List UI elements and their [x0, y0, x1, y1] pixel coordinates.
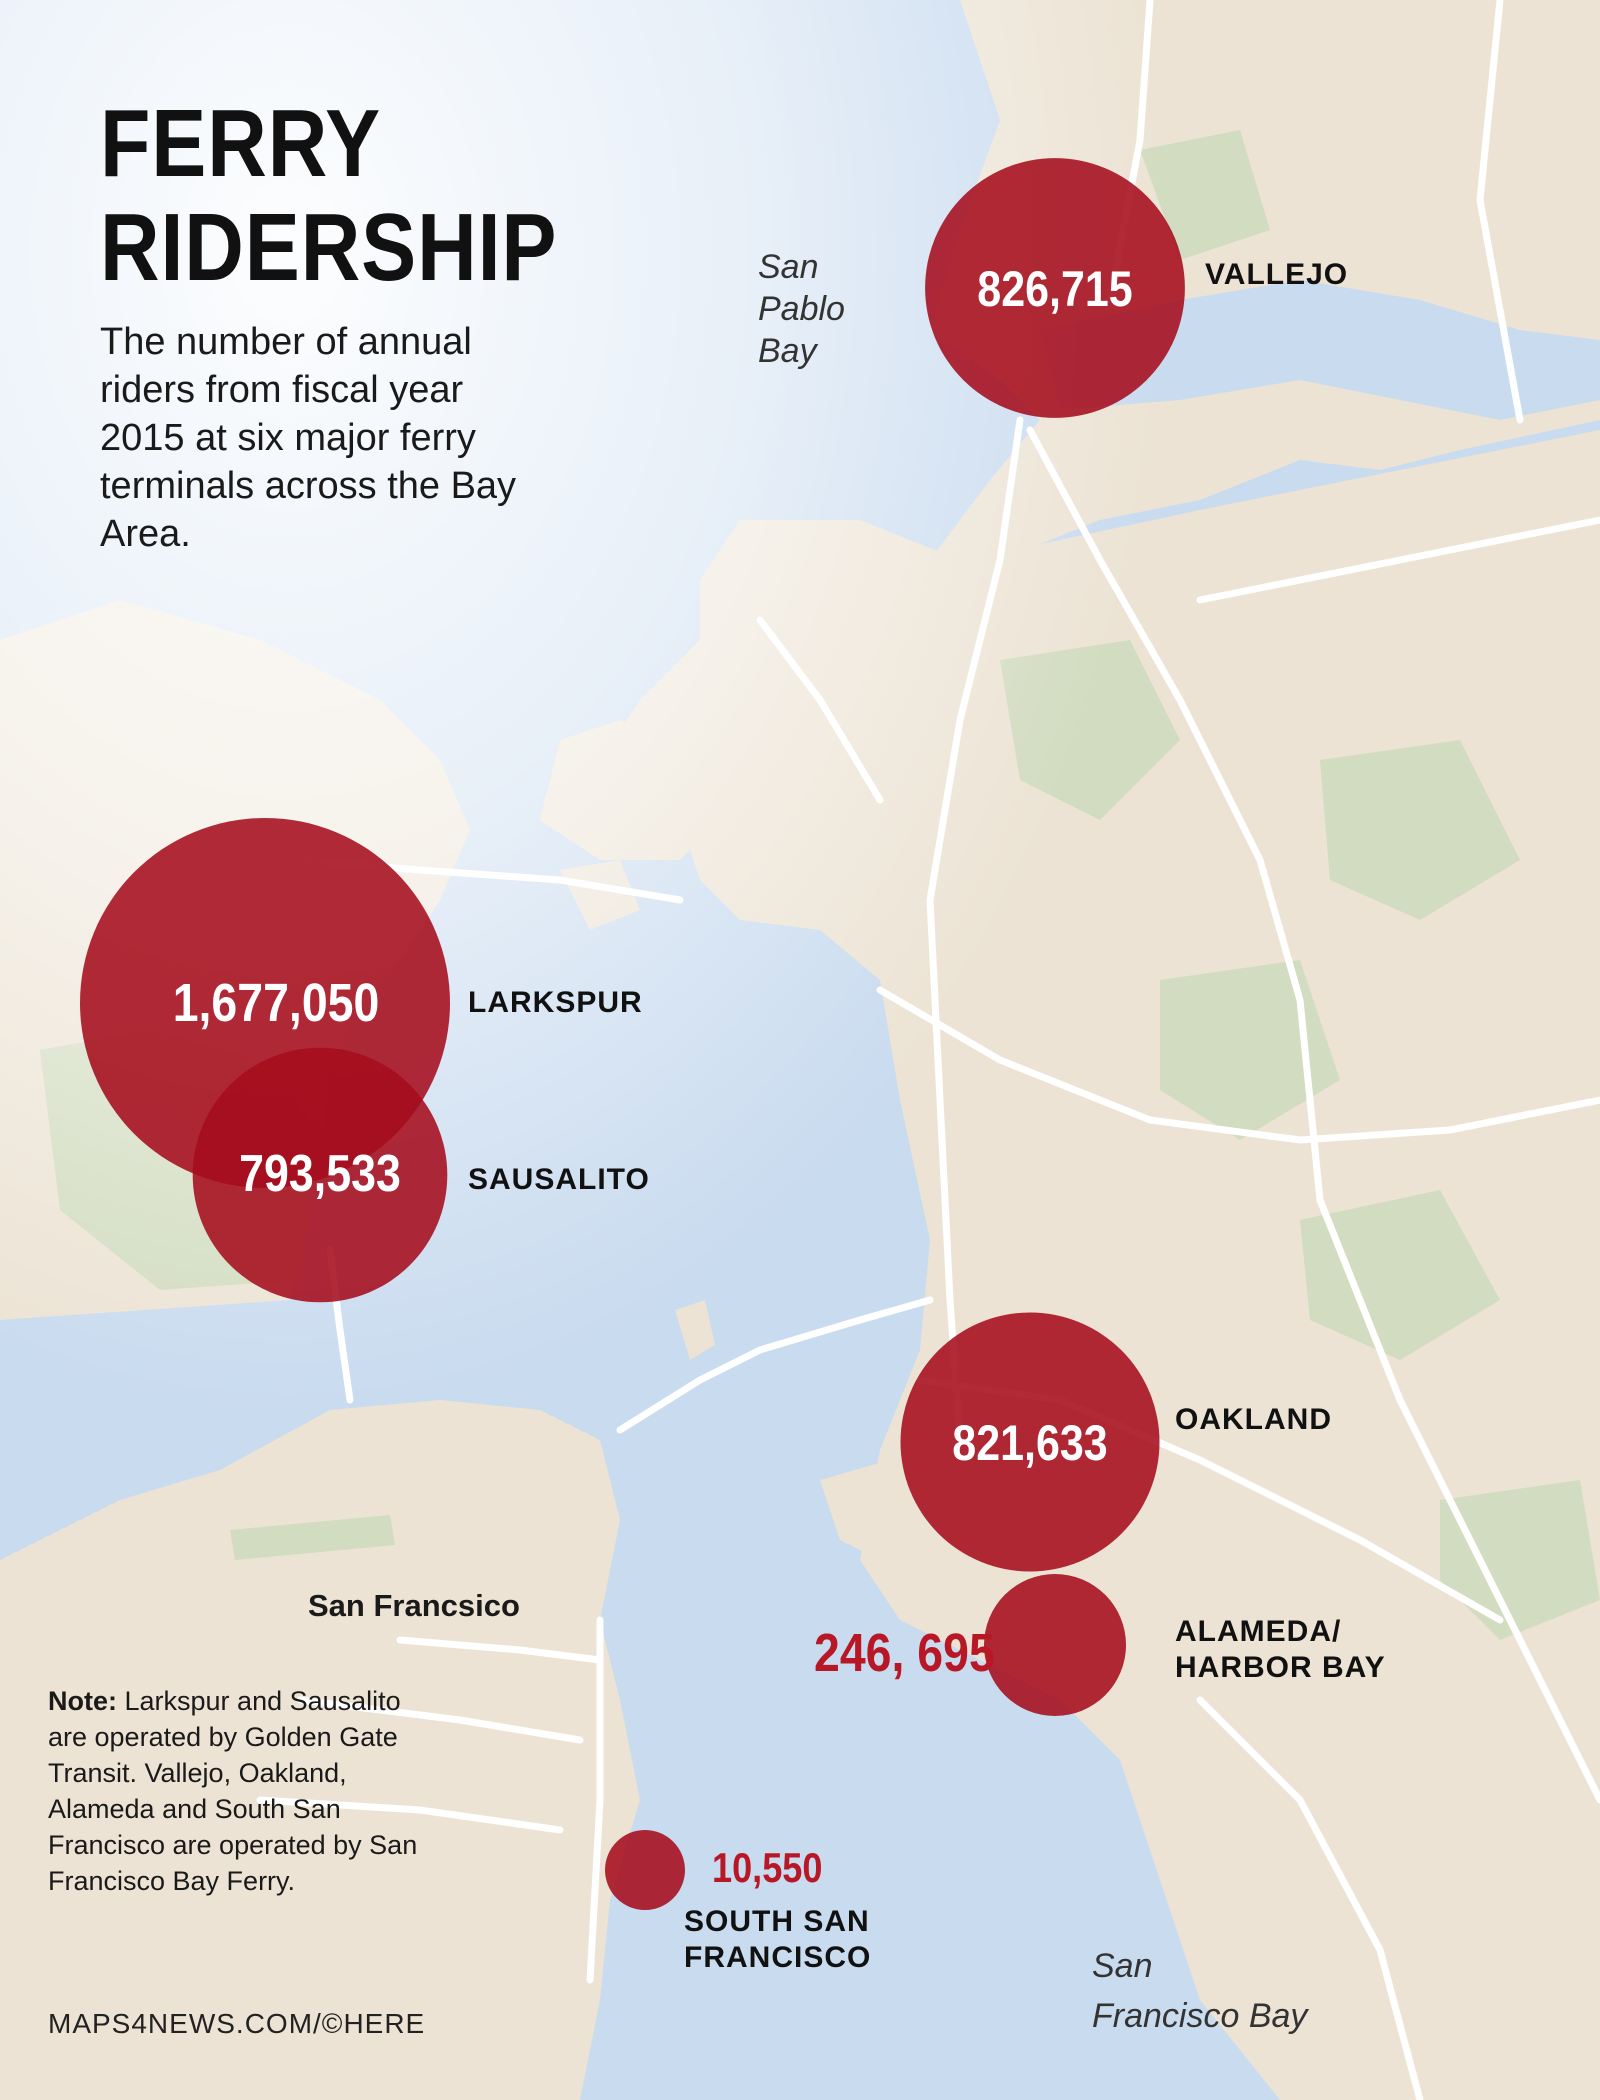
map-title: FERRY RIDERSHIP [100, 92, 557, 300]
bubble-south-san-francisco [605, 1830, 685, 1910]
bubble-alameda [984, 1574, 1126, 1716]
value-vallejo: 826,715 [977, 261, 1133, 317]
value-alameda: 246, 695 [814, 1623, 995, 1683]
bubble-oakland [900, 1312, 1160, 1572]
map-subtitle: The number of annual riders from fiscal … [100, 321, 517, 555]
label-sausalito: SAUSALITO [468, 1163, 650, 1196]
label-ssf-line-1: SOUTH SAN [684, 1905, 870, 1938]
note: Note: Larkspur and Sausalito are operate… [48, 1683, 418, 1899]
label-oakland: OAKLAND [1175, 1403, 1332, 1436]
label-alameda-line-1: ALAMEDA/ [1175, 1615, 1342, 1648]
bubble-vallejo [925, 158, 1185, 418]
credit: MAPS4NEWS.COM/©HERE [48, 2008, 426, 2039]
label-sf-bay-line-1: San [1092, 1947, 1153, 1985]
value-larkspur: 1,677,050 [172, 973, 380, 1033]
label-ssf-line-2: FRANCISCO [684, 1941, 872, 1974]
label-larkspur: LARKSPUR [468, 986, 643, 1019]
label-vallejo: VALLEJO [1205, 258, 1349, 291]
label-sf-bay-line-2: Francisco Bay [1092, 1997, 1308, 2035]
label-san-francisco: San Francsico [308, 1588, 520, 1623]
title-line-2: RIDERSHIP [100, 194, 558, 301]
label-alameda-line-2: HARBOR BAY [1175, 1651, 1386, 1684]
note-label: Note: [48, 1686, 117, 1716]
bubble-sausalito [192, 1047, 448, 1303]
note-text: Larkspur and Sausalito are operated by G… [48, 1686, 418, 1896]
title-line-1: FERRY [100, 90, 382, 197]
value-oakland: 821,633 [952, 1415, 1108, 1471]
value-south-san-francisco: 10,550 [712, 1844, 823, 1891]
value-sausalito: 793,533 [239, 1145, 401, 1203]
label-san-pablo-bay: San Pablo Bay [758, 248, 845, 370]
